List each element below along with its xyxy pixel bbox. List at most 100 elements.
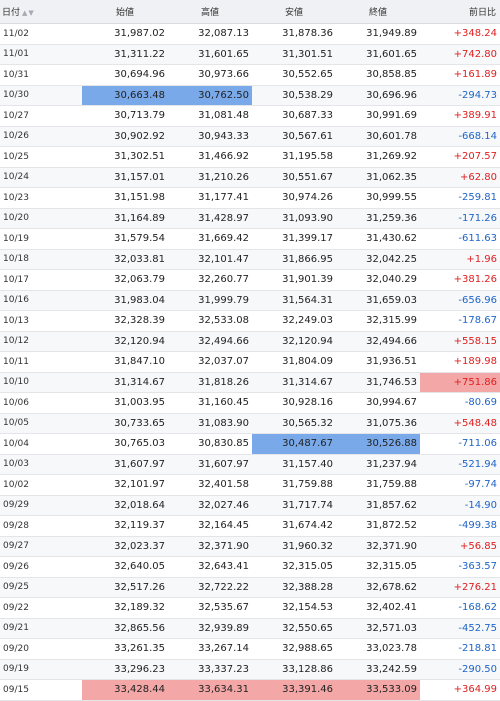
low-cell: 30,551.67 xyxy=(252,167,336,188)
close-cell: 31,237.94 xyxy=(336,454,420,475)
close-cell: 31,759.88 xyxy=(336,474,420,496)
high-cell: 32,371.90 xyxy=(168,536,252,557)
open-cell: 32,189.32 xyxy=(82,597,168,619)
open-cell: 32,517.26 xyxy=(82,577,168,598)
close-cell: 32,042.25 xyxy=(336,249,420,270)
high-cell: 32,260.77 xyxy=(168,269,252,291)
low-cell: 30,565.32 xyxy=(252,413,336,434)
date-cell: 10/05 xyxy=(0,413,82,434)
high-cell: 33,337.23 xyxy=(168,659,252,680)
change-cell: -363.57 xyxy=(420,556,500,578)
date-cell: 10/30 xyxy=(0,85,82,106)
change-column-header[interactable]: 前日比 xyxy=(420,0,500,24)
high-cell: 30,830.85 xyxy=(168,433,252,455)
date-cell: 10/31 xyxy=(0,64,82,86)
date-cell: 10/12 xyxy=(0,331,82,352)
open-cell: 30,902.92 xyxy=(82,126,168,147)
change-cell: -168.62 xyxy=(420,597,500,619)
low-cell: 32,315.05 xyxy=(252,556,336,578)
change-cell: -80.69 xyxy=(420,392,500,414)
change-cell: -259.81 xyxy=(420,187,500,209)
low-cell: 31,759.88 xyxy=(252,474,336,496)
close-cell: 30,858.85 xyxy=(336,64,420,86)
change-cell: -611.63 xyxy=(420,228,500,250)
close-cell: 32,040.29 xyxy=(336,269,420,291)
close-cell: 32,494.66 xyxy=(336,331,420,352)
low-cell: 30,487.67 xyxy=(252,433,336,455)
date-column-header[interactable]: 日付 ▲▼ xyxy=(0,0,82,24)
table-row: 09/26 32,640.05 32,643.41 32,315.05 32,315.0… xyxy=(0,556,500,578)
close-cell: 33,242.59 xyxy=(336,659,420,680)
close-cell: 30,601.78 xyxy=(336,126,420,147)
open-cell: 30,694.96 xyxy=(82,64,168,86)
table-row: 10/04 30,765.03 30,830.85 30,487.67 30,526.8… xyxy=(0,433,500,455)
high-cell: 32,722.22 xyxy=(168,577,252,598)
close-cell: 30,526.88 xyxy=(336,433,420,455)
date-header-label: 日付 xyxy=(2,8,21,18)
sort-arrows-icon[interactable]: ▲▼ xyxy=(22,9,35,17)
table-row: 10/02 32,101.97 32,401.58 31,759.88 31,759.8… xyxy=(0,474,500,496)
date-cell: 09/21 xyxy=(0,618,82,639)
open-column-header[interactable]: 始値 xyxy=(82,0,168,24)
open-cell: 31,151.98 xyxy=(82,187,168,209)
change-cell: -294.73 xyxy=(420,85,500,106)
change-cell: -290.50 xyxy=(420,659,500,680)
header-row: 日付 ▲▼ 始値 高値 安値 終値 前日比 xyxy=(0,0,500,24)
open-cell: 31,607.97 xyxy=(82,454,168,475)
table-row: 09/20 33,261.35 33,267.14 32,988.65 33,023.7… xyxy=(0,638,500,660)
table-row: 10/13 32,328.39 32,533.08 32,249.03 32,315.9… xyxy=(0,310,500,332)
close-cell: 31,936.51 xyxy=(336,351,420,373)
low-cell: 30,552.65 xyxy=(252,64,336,86)
high-cell: 32,401.58 xyxy=(168,474,252,496)
date-cell: 09/28 xyxy=(0,515,82,537)
change-cell: +548.48 xyxy=(420,413,500,434)
high-cell: 32,027.46 xyxy=(168,495,252,516)
close-column-header[interactable]: 終値 xyxy=(336,0,420,24)
high-cell: 31,177.41 xyxy=(168,187,252,209)
table-row: 10/12 32,120.94 32,494.66 32,120.94 32,494.6… xyxy=(0,331,500,352)
close-cell: 31,269.92 xyxy=(336,146,420,168)
open-cell: 30,713.79 xyxy=(82,105,168,127)
close-cell: 31,746.53 xyxy=(336,372,420,393)
date-cell: 10/13 xyxy=(0,310,82,332)
open-cell: 31,003.95 xyxy=(82,392,168,414)
open-cell: 33,296.23 xyxy=(82,659,168,680)
change-cell: -171.26 xyxy=(420,208,500,229)
change-cell: +56.85 xyxy=(420,536,500,557)
date-cell: 10/23 xyxy=(0,187,82,209)
date-cell: 10/18 xyxy=(0,249,82,270)
date-cell: 10/25 xyxy=(0,146,82,168)
low-cell: 31,674.42 xyxy=(252,515,336,537)
open-cell: 32,328.39 xyxy=(82,310,168,332)
low-cell: 31,901.39 xyxy=(252,269,336,291)
close-cell: 30,696.96 xyxy=(336,85,420,106)
date-cell: 10/06 xyxy=(0,392,82,414)
low-cell: 32,120.94 xyxy=(252,331,336,352)
high-cell: 31,601.65 xyxy=(168,44,252,65)
date-cell: 11/02 xyxy=(0,23,82,45)
table-row: 10/11 31,847.10 32,037.07 31,804.09 31,936.5… xyxy=(0,351,500,373)
high-cell: 31,669.42 xyxy=(168,228,252,250)
table-row: 10/03 31,607.97 31,607.97 31,157.40 31,237.9… xyxy=(0,454,500,475)
low-cell: 31,301.51 xyxy=(252,44,336,65)
low-cell: 33,128.86 xyxy=(252,659,336,680)
open-cell: 32,119.37 xyxy=(82,515,168,537)
low-column-header[interactable]: 安値 xyxy=(252,0,336,24)
open-cell: 30,663.48 xyxy=(82,85,168,106)
table-row: 10/17 32,063.79 32,260.77 31,901.39 32,040.2… xyxy=(0,269,500,291)
high-cell: 32,101.47 xyxy=(168,249,252,270)
high-column-header[interactable]: 高値 xyxy=(168,0,252,24)
date-cell: 11/01 xyxy=(0,44,82,65)
change-cell: +751.86 xyxy=(420,372,500,393)
close-cell: 30,994.67 xyxy=(336,392,420,414)
high-cell: 31,081.48 xyxy=(168,105,252,127)
change-cell: -178.67 xyxy=(420,310,500,332)
date-cell: 10/17 xyxy=(0,269,82,291)
close-cell: 33,533.09 xyxy=(336,679,420,701)
date-cell: 09/27 xyxy=(0,536,82,557)
close-cell: 32,402.41 xyxy=(336,597,420,619)
high-cell: 32,643.41 xyxy=(168,556,252,578)
date-cell: 10/10 xyxy=(0,372,82,393)
open-cell: 32,023.37 xyxy=(82,536,168,557)
low-cell: 30,567.61 xyxy=(252,126,336,147)
